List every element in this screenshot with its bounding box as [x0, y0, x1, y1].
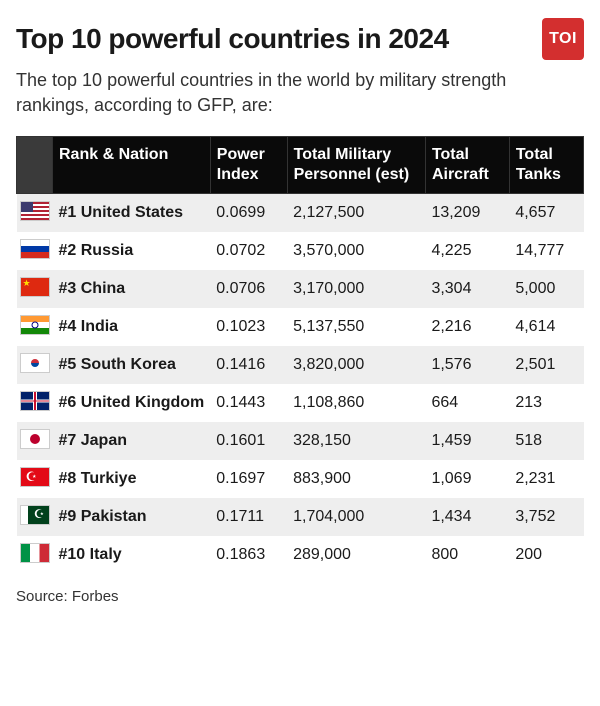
flag-cell — [17, 232, 53, 270]
table-row: #8 Turkiye0.1697883,9001,0692,231 — [17, 460, 584, 498]
power-index-cell: 0.1711 — [210, 498, 287, 536]
personnel-cell: 289,000 — [287, 536, 425, 574]
power-index-cell: 0.1443 — [210, 384, 287, 422]
flag-cell — [17, 498, 53, 536]
rank-nation-cell: #7 Japan — [53, 422, 211, 460]
rank-nation-cell: #10 Italy — [53, 536, 211, 574]
toi-logo: TOI — [542, 18, 584, 60]
table-header-row: Rank & Nation Power Index Total Military… — [17, 137, 584, 194]
personnel-cell: 1,108,860 — [287, 384, 425, 422]
rank-nation-cell: #2 Russia — [53, 232, 211, 270]
aircraft-cell: 1,069 — [425, 460, 509, 498]
aircraft-cell: 13,209 — [425, 194, 509, 233]
table-row: #10 Italy0.1863289,000800200 — [17, 536, 584, 574]
flag-cell — [17, 384, 53, 422]
power-index-cell: 0.0702 — [210, 232, 287, 270]
cn-flag-icon — [20, 277, 50, 297]
flag-cell — [17, 308, 53, 346]
rank-nation-cell: #3 China — [53, 270, 211, 308]
personnel-cell: 883,900 — [287, 460, 425, 498]
col-rank-nation: Rank & Nation — [53, 137, 211, 194]
aircraft-cell: 1,434 — [425, 498, 509, 536]
aircraft-cell: 1,459 — [425, 422, 509, 460]
col-tanks: Total Tanks — [509, 137, 583, 194]
tanks-cell: 2,231 — [509, 460, 583, 498]
tanks-cell: 14,777 — [509, 232, 583, 270]
source-label: Source: Forbes — [16, 588, 584, 605]
power-index-cell: 0.1601 — [210, 422, 287, 460]
aircraft-cell: 2,216 — [425, 308, 509, 346]
kr-flag-icon — [20, 353, 50, 373]
tanks-cell: 518 — [509, 422, 583, 460]
power-index-cell: 0.1697 — [210, 460, 287, 498]
flag-cell — [17, 194, 53, 233]
personnel-cell: 328,150 — [287, 422, 425, 460]
in-flag-icon — [20, 315, 50, 335]
table-row: #2 Russia0.07023,570,0004,22514,777 — [17, 232, 584, 270]
page-title: Top 10 powerful countries in 2024 — [16, 23, 449, 55]
table-row: #3 China0.07063,170,0003,3045,000 — [17, 270, 584, 308]
aircraft-cell: 3,304 — [425, 270, 509, 308]
personnel-cell: 3,820,000 — [287, 346, 425, 384]
aircraft-cell: 4,225 — [425, 232, 509, 270]
table-row: #5 South Korea0.14163,820,0001,5762,501 — [17, 346, 584, 384]
power-index-cell: 0.1023 — [210, 308, 287, 346]
tr-flag-icon — [20, 467, 50, 487]
rank-nation-cell: #1 United States — [53, 194, 211, 233]
power-index-cell: 0.0699 — [210, 194, 287, 233]
personnel-cell: 5,137,550 — [287, 308, 425, 346]
tanks-cell: 3,752 — [509, 498, 583, 536]
flag-cell — [17, 460, 53, 498]
col-aircraft: Total Aircraft — [425, 137, 509, 194]
flag-cell — [17, 422, 53, 460]
jp-flag-icon — [20, 429, 50, 449]
ru-flag-icon — [20, 239, 50, 259]
rank-nation-cell: #8 Turkiye — [53, 460, 211, 498]
subtitle: The top 10 powerful countries in the wor… — [16, 68, 556, 118]
col-power-index: Power Index — [210, 137, 287, 194]
power-index-cell: 0.1416 — [210, 346, 287, 384]
personnel-cell: 3,570,000 — [287, 232, 425, 270]
rank-nation-cell: #6 United Kingdom — [53, 384, 211, 422]
table-row: #7 Japan0.1601328,1501,459518 — [17, 422, 584, 460]
it-flag-icon — [20, 543, 50, 563]
aircraft-cell: 800 — [425, 536, 509, 574]
table-row: #6 United Kingdom0.14431,108,860664213 — [17, 384, 584, 422]
power-index-cell: 0.0706 — [210, 270, 287, 308]
flag-cell — [17, 346, 53, 384]
personnel-cell: 3,170,000 — [287, 270, 425, 308]
table-row: #9 Pakistan0.17111,704,0001,4343,752 — [17, 498, 584, 536]
flag-cell — [17, 536, 53, 574]
table-row: #1 United States0.06992,127,50013,2094,6… — [17, 194, 584, 233]
tanks-cell: 5,000 — [509, 270, 583, 308]
personnel-cell: 2,127,500 — [287, 194, 425, 233]
aircraft-cell: 1,576 — [425, 346, 509, 384]
rank-nation-cell: #5 South Korea — [53, 346, 211, 384]
tanks-cell: 4,614 — [509, 308, 583, 346]
power-index-cell: 0.1863 — [210, 536, 287, 574]
personnel-cell: 1,704,000 — [287, 498, 425, 536]
rank-nation-cell: #9 Pakistan — [53, 498, 211, 536]
rankings-table: Rank & Nation Power Index Total Military… — [16, 136, 584, 574]
tanks-cell: 4,657 — [509, 194, 583, 233]
tanks-cell: 213 — [509, 384, 583, 422]
us-flag-icon — [20, 201, 50, 221]
tanks-cell: 2,501 — [509, 346, 583, 384]
col-personnel: Total Military Personnel (est) — [287, 137, 425, 194]
flag-cell — [17, 270, 53, 308]
rank-nation-cell: #4 India — [53, 308, 211, 346]
tanks-cell: 200 — [509, 536, 583, 574]
col-flag — [17, 137, 53, 194]
pk-flag-icon — [20, 505, 50, 525]
uk-flag-icon — [20, 391, 50, 411]
aircraft-cell: 664 — [425, 384, 509, 422]
table-row: #4 India0.10235,137,5502,2164,614 — [17, 308, 584, 346]
